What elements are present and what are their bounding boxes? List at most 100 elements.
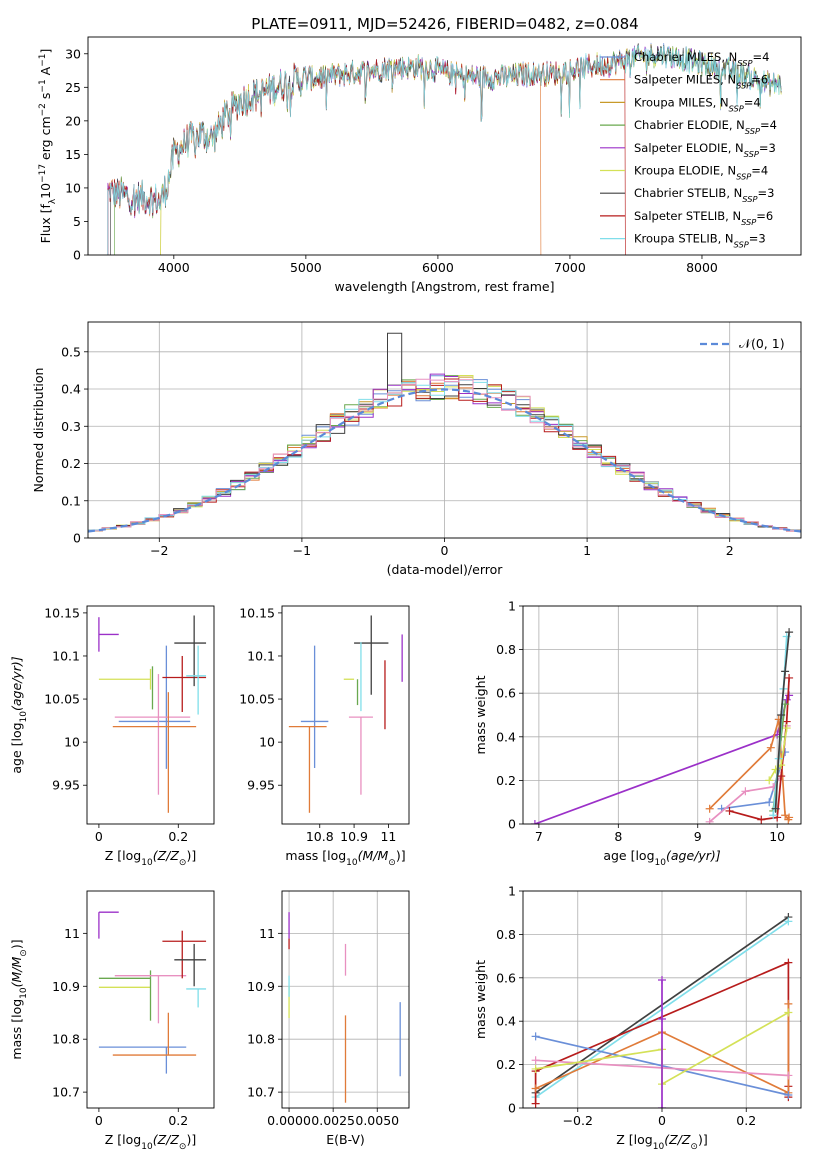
y-tick-label: 15 bbox=[65, 147, 81, 162]
label-span: ] bbox=[38, 49, 53, 54]
mass-weight-series-line bbox=[535, 1003, 790, 1095]
label-span: )] bbox=[396, 848, 406, 863]
y-axis-label: Flux [fλ10−17 erg cm−2 s−1 A−1] bbox=[38, 49, 58, 244]
label-span: ⊙ bbox=[19, 949, 29, 957]
mass-weight-marker bbox=[777, 772, 786, 781]
label-span: SSP bbox=[737, 58, 752, 68]
label-span: SSP bbox=[736, 81, 751, 91]
label-span: ⊙ bbox=[690, 1142, 698, 1152]
y-axis-label: age [log10(age/yr)] bbox=[9, 656, 29, 773]
y-tick-label: 0 bbox=[508, 817, 516, 832]
label-span: 10 bbox=[346, 858, 358, 868]
x-tick-label: 2 bbox=[726, 543, 734, 558]
mass-weight-marker bbox=[741, 787, 750, 796]
y-tick-label: 11 bbox=[259, 926, 275, 941]
x-tick-label: 10.8 bbox=[306, 829, 334, 844]
x-axis-label: Z [log10(Z/Z⊙)] bbox=[616, 1132, 707, 1152]
mass-weight-marker bbox=[658, 975, 666, 984]
y-tick-label: 10.15 bbox=[44, 605, 80, 620]
label-span: −1 bbox=[38, 54, 48, 67]
label-span: mass [log bbox=[9, 999, 24, 1060]
label-span: (age/yr)] bbox=[666, 848, 721, 863]
label-span: =6 bbox=[756, 209, 773, 223]
x-tick-label: 7 bbox=[535, 829, 543, 844]
y-tick-label: 10.9 bbox=[247, 979, 275, 994]
spectrum-panel: 4000 5000 6000 7000 8000 0 5 10 15 20 25 30 Flux [fλ… bbox=[38, 36, 802, 294]
model-spectrum-line bbox=[107, 44, 782, 255]
mass-weight-marker bbox=[785, 628, 794, 637]
legend-label: Kroupa ELODIE, NSSP=4 bbox=[634, 164, 768, 182]
axes-frame bbox=[87, 36, 802, 256]
x-tick-label: 8 bbox=[614, 829, 622, 844]
y-tick-label: 0.2 bbox=[496, 773, 516, 788]
x-tick-label: 5000 bbox=[290, 260, 322, 275]
label-span: Kroupa STELIB, N bbox=[634, 232, 734, 246]
y-tick-label: 0.8 bbox=[496, 642, 516, 657]
x-tick-label: 0.0000 bbox=[267, 1113, 311, 1128]
label-span: Salpeter ELODIE, N bbox=[634, 141, 744, 155]
y-tick-label: 10 bbox=[65, 180, 81, 195]
x-tick-label: 0.0025 bbox=[311, 1113, 355, 1128]
axes-frame bbox=[86, 605, 215, 825]
x-tick-label: −1 bbox=[293, 543, 311, 558]
plot-area bbox=[288, 912, 401, 1103]
label-span: SSP bbox=[742, 194, 757, 204]
ticks: 10.8 10.9 11 9.95 10 10.05 10.1 10.15 bbox=[239, 605, 396, 844]
x-axis-label: Z [log10(Z/Z⊙)] bbox=[105, 1132, 196, 1152]
y-axis-label: mass [log10(M/M⊙)] bbox=[9, 939, 29, 1059]
x-tick-label: 1 bbox=[583, 543, 591, 558]
label-span: Flux [f bbox=[38, 204, 53, 244]
mass-weight-marker bbox=[757, 815, 766, 824]
y-tick-label: 10.8 bbox=[52, 1032, 80, 1047]
legend-label: Chabrier STELIB, NSSP=3 bbox=[634, 186, 774, 204]
label-span: age [log bbox=[9, 722, 24, 773]
mass-weight-marker bbox=[658, 1104, 666, 1108]
label-span: ⊙ bbox=[388, 858, 396, 868]
y-axis-label: mass weight bbox=[473, 960, 488, 1039]
mass-weight-marker bbox=[784, 999, 793, 1008]
label-span: (Z/Z bbox=[153, 848, 180, 863]
ticks: −0.2 0 0.2 0 0.2 0.4 0.6 0.8 1 bbox=[496, 884, 756, 1129]
y-tick-label: 0.2 bbox=[61, 456, 81, 471]
label-span: 10 bbox=[38, 183, 53, 199]
mass-weight-marker bbox=[531, 1032, 540, 1041]
mass-weight-marker bbox=[771, 804, 780, 813]
y-tick-label: 10.9 bbox=[52, 979, 80, 994]
axes-frame bbox=[522, 605, 802, 825]
x-tick-label: 11 bbox=[380, 829, 396, 844]
y-tick-label: 0 bbox=[73, 531, 81, 546]
label-span: 10 bbox=[141, 858, 153, 868]
x-tick-label: 0.2 bbox=[168, 1113, 188, 1128]
mass-weight-marker bbox=[769, 811, 778, 820]
legend-label: Kroupa STELIB, NSSP=3 bbox=[634, 232, 766, 250]
x-axis-label: wavelength [Angstrom, rest frame] bbox=[334, 279, 554, 294]
label-span: Salpeter STELIB, N bbox=[634, 209, 741, 223]
mass-weight-marker bbox=[784, 958, 793, 967]
y-tick-label: 10.8 bbox=[247, 1032, 275, 1047]
mass-weight-marker bbox=[765, 798, 774, 807]
x-tick-label: 4000 bbox=[158, 260, 190, 275]
mass-weight-marker bbox=[784, 1071, 793, 1080]
label-span: Z [log bbox=[105, 1132, 141, 1147]
label-span: mass [log bbox=[285, 848, 346, 863]
label-span: Chabrier MILES, N bbox=[634, 50, 737, 64]
mass-weight-marker bbox=[784, 1008, 793, 1017]
label-span: −2 bbox=[38, 103, 48, 116]
x-axis-label: age [log10(age/yr)] bbox=[603, 848, 720, 868]
x-tick-label: 10 bbox=[769, 829, 785, 844]
legend-label: Salpeter STELIB, NSSP=6 bbox=[634, 209, 773, 227]
y-tick-label: 10.1 bbox=[52, 648, 80, 663]
label-span: (M/M bbox=[358, 848, 389, 863]
mass-weight-marker bbox=[705, 817, 714, 824]
legend-label: Chabrier MILES, NSSP=4 bbox=[634, 50, 769, 68]
label-span: s bbox=[38, 93, 53, 104]
label-span: 10 bbox=[655, 858, 667, 868]
plot-area bbox=[288, 615, 403, 813]
label-span: −1 bbox=[38, 79, 48, 92]
label-span: erg cm bbox=[38, 116, 53, 164]
x-tick-label: 0.2 bbox=[168, 829, 188, 844]
plot-area bbox=[530, 628, 794, 824]
legend-label: Chabrier ELODIE, NSSP=4 bbox=[634, 118, 777, 136]
